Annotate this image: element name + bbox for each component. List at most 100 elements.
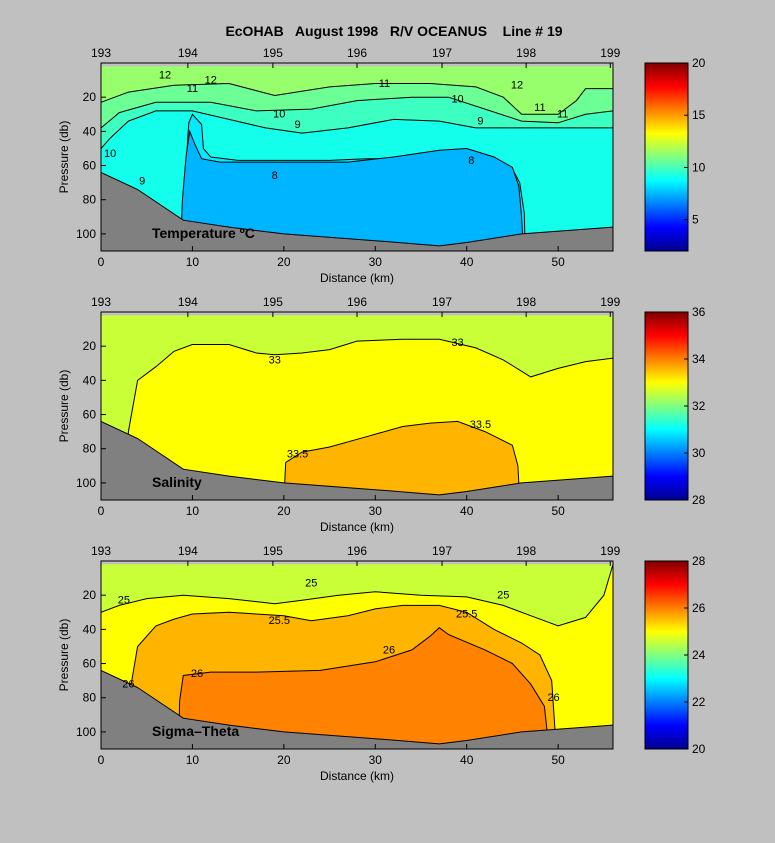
station-label: 195	[263, 295, 283, 309]
x-tick-label: 0	[98, 255, 105, 269]
y-tick-label: 100	[76, 725, 96, 739]
contour-label: 11	[557, 109, 568, 121]
station-label: 195	[263, 544, 283, 558]
contour-label: 10	[104, 148, 116, 160]
x-tick-label: 50	[551, 504, 565, 518]
contour-label: 26	[191, 668, 203, 680]
contour-region	[283, 420, 521, 500]
colorbar-tick-label: 20	[692, 56, 706, 70]
colorbar	[644, 560, 689, 750]
colorbar-tick-label: 36	[692, 305, 706, 319]
y-tick-label: 80	[83, 691, 97, 705]
y-tick-label: 40	[83, 373, 97, 387]
x-tick-label: 40	[460, 504, 474, 518]
x-tick-label: 30	[369, 504, 383, 518]
contour-label: 11	[534, 102, 545, 114]
contour-label: 25.5	[269, 615, 290, 627]
station-label: 199	[600, 46, 620, 60]
y-tick-label: 80	[83, 193, 97, 207]
contour-label: 8	[272, 170, 278, 182]
station-label: 197	[432, 544, 452, 558]
x-tick-label: 10	[186, 504, 200, 518]
contour-label: 26	[383, 644, 395, 656]
contour-label: 12	[511, 80, 523, 92]
station-label: 193	[91, 295, 111, 309]
y-tick-label: 20	[83, 339, 97, 353]
y-tick-label: 100	[76, 227, 96, 241]
contour-region	[179, 129, 524, 251]
station-label: 199	[600, 544, 620, 558]
x-tick-label: 10	[186, 753, 200, 767]
colorbar-tick-label: 15	[692, 108, 706, 122]
y-tick-label: 60	[83, 408, 97, 422]
contour-label: 8	[468, 155, 474, 167]
contour-label: 9	[295, 119, 301, 131]
contour-label: 25	[118, 595, 130, 607]
x-axis-label: Distance (km)	[320, 271, 394, 285]
y-tick-label: 40	[83, 622, 97, 636]
contour-label: 12	[205, 75, 217, 87]
contour-region	[178, 627, 550, 749]
colorbar	[644, 62, 689, 252]
colorbar-tick-label: 28	[692, 493, 706, 507]
contour-plot: 25 25 25 25.5 25.5 26 26 26 26	[101, 564, 613, 749]
contour-label: 25.5	[456, 608, 477, 620]
station-label: 196	[347, 295, 367, 309]
contour-label: 33.5	[470, 419, 491, 431]
station-label: 198	[516, 295, 536, 309]
x-tick-label: 50	[551, 255, 565, 269]
contour-label: 10	[273, 109, 285, 121]
colorbar-tick-label: 32	[692, 399, 706, 413]
y-tick-label: 40	[83, 124, 97, 138]
contour-label: 33	[451, 337, 463, 349]
y-tick-label: 20	[83, 588, 97, 602]
station-label: 197	[432, 46, 452, 60]
x-axis-label: Distance (km)	[320, 520, 394, 534]
colorbar-tick-label: 30	[692, 446, 706, 460]
x-axis-label: Distance (km)	[320, 769, 394, 783]
y-tick-label: 20	[83, 90, 97, 104]
station-label: 196	[347, 544, 367, 558]
station-label: 199	[600, 295, 620, 309]
bathymetry	[101, 669, 613, 749]
contour-label: 26	[547, 692, 559, 704]
contour-label: 33.5	[287, 448, 308, 460]
x-tick-label: 20	[277, 753, 291, 767]
colorbar-tick-label: 24	[692, 648, 706, 662]
station-label: 194	[178, 295, 198, 309]
x-tick-label: 40	[460, 255, 474, 269]
station-label: 193	[91, 544, 111, 558]
contour-label: 11	[379, 78, 390, 90]
colorbar-tick-label: 22	[692, 695, 706, 709]
contour-label: 11	[187, 83, 198, 95]
station-label: 194	[178, 46, 198, 60]
colorbar-tick-label: 26	[692, 601, 706, 615]
station-label: 196	[347, 46, 367, 60]
station-label: 198	[516, 544, 536, 558]
station-label: 195	[263, 46, 283, 60]
colorbar-tick-label: 5	[692, 213, 699, 227]
y-axis-label: Pressure (db)	[57, 619, 71, 692]
station-label: 194	[178, 544, 198, 558]
station-label: 193	[91, 46, 111, 60]
panel-label: Sigma–Theta	[152, 723, 239, 739]
station-label: 197	[432, 295, 452, 309]
x-tick-label: 50	[551, 753, 565, 767]
y-tick-label: 80	[83, 442, 97, 456]
x-tick-label: 20	[277, 504, 291, 518]
x-tick-label: 30	[369, 753, 383, 767]
x-tick-label: 10	[186, 255, 200, 269]
x-tick-label: 30	[369, 255, 383, 269]
y-axis-label: Pressure (db)	[57, 370, 71, 443]
contour-label: 9	[477, 116, 483, 128]
contour-plot: 33 33 33.5 33.5	[101, 315, 613, 500]
bathymetry	[101, 420, 613, 500]
panel-label: Temperature ºC	[152, 225, 255, 241]
contour-label: 12	[159, 69, 171, 81]
x-tick-label: 40	[460, 753, 474, 767]
colorbar-tick-label: 20	[692, 742, 706, 756]
contour-label: 25	[497, 590, 509, 602]
panel-2: 33 33 33.5 33.5 0 10 20 30 40 50 20 40 60 80 100 193 194…	[57, 295, 706, 534]
